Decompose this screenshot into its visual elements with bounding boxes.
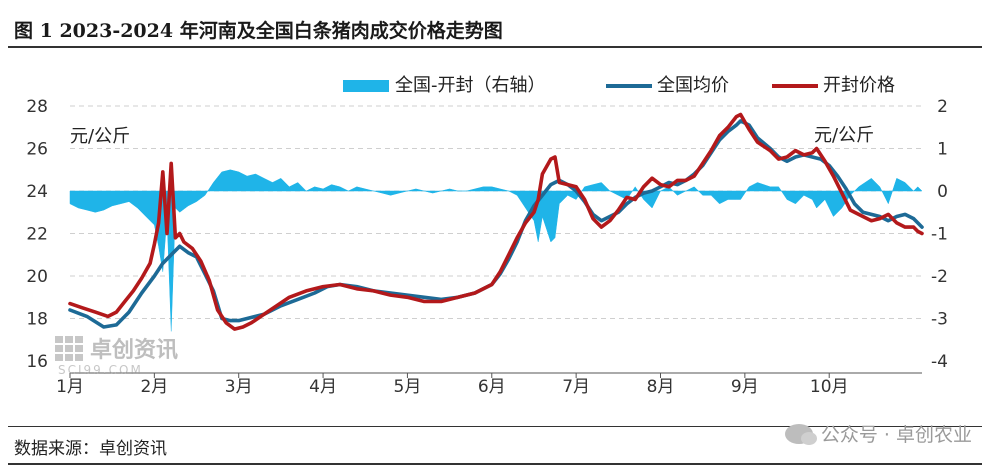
right-tick-label: -3: [931, 310, 948, 330]
left-tick-label: 22: [26, 225, 48, 245]
logo-square: [55, 345, 63, 352]
logo-url: SCI99.COM: [58, 363, 143, 377]
right-tick-label: -1: [931, 225, 948, 245]
watermark-text: 公众号 · 卓创农业: [820, 424, 972, 446]
right-tick-label: 1: [937, 140, 948, 160]
left-tick-label: 20: [26, 267, 48, 287]
logo-square: [65, 354, 73, 361]
x-tick-label: 5月: [394, 377, 422, 397]
chart-canvas: 16 18 20 22 24 26 28 -4 -3 -2 -1 0 1 2 1月 2月 3月 4月 5月 6月 7月 8…: [26, 75, 948, 397]
sci99-logo-mark: [55, 336, 83, 361]
x-tick-label: 7月: [562, 377, 590, 397]
left-tick-label: 16: [26, 352, 48, 372]
logo-square: [65, 336, 73, 343]
logo-square: [65, 345, 73, 352]
right-tick-label: -2: [931, 267, 948, 287]
right-unit-label: 元/公斤: [814, 125, 874, 146]
left-tick-label: 26: [26, 140, 48, 160]
price-lines-layer: [68, 112, 924, 331]
data-source: 数据来源：卓创资讯: [14, 439, 167, 459]
x-tick-label: 9月: [731, 377, 759, 397]
right-tick-label: 2: [937, 97, 948, 117]
title-bar: 图 1 2023-2024 年河南及全国白条猪肉成交价格走势图: [8, 6, 982, 48]
logo-square: [55, 336, 63, 343]
x-tick-label: 6月: [478, 377, 506, 397]
left-tick-label: 24: [26, 182, 48, 202]
x-tick-label: 1月: [56, 377, 84, 397]
legend-label-spread: 全国-开封（右轴）: [395, 75, 546, 96]
legend-label-kaifeng: 开封价格: [823, 75, 895, 96]
kaifeng-price-line: [68, 112, 924, 331]
title-rule: [8, 46, 982, 48]
x-tick-label: 3月: [225, 377, 253, 397]
right-tick-label: -4: [931, 352, 948, 372]
chart-title: 图 1 2023-2024 年河南及全国白条猪肉成交价格走势图: [14, 20, 503, 42]
wechat-icon: [784, 424, 817, 445]
spread-area-layer: [69, 169, 923, 332]
x-tick-label: 4月: [309, 377, 337, 397]
left-tick-label: 18: [26, 310, 48, 330]
wechat-watermark: 公众号 · 卓创农业: [784, 420, 972, 447]
logo-name: 卓创资讯: [90, 338, 178, 363]
x-tick-label: 10月: [810, 377, 849, 397]
logo-square: [75, 354, 83, 361]
right-tick-label: 0: [937, 182, 948, 202]
logo-square: [75, 336, 83, 343]
left-unit-label: 元/公斤: [70, 126, 130, 147]
legend: 全国-开封（右轴） 全国均价 开封价格: [343, 75, 895, 96]
x-tick-label: 8月: [647, 377, 675, 397]
axis-layer: 16 18 20 22 24 26 28 -4 -3 -2 -1 0 1 2 1月 2月 3月 4月 5月 6月 7月 8…: [26, 97, 948, 397]
grid-layer: [70, 105, 922, 319]
footer-rule: [8, 426, 982, 427]
left-tick-label: 28: [26, 97, 48, 117]
logo-square: [75, 345, 83, 352]
x-tick-label: 2月: [140, 377, 168, 397]
spread-area: [69, 169, 923, 332]
legend-swatch-spread: [343, 80, 389, 92]
legend-label-national: 全国均价: [657, 75, 729, 96]
logo-square: [55, 354, 63, 361]
bottom-rule: [8, 463, 982, 465]
